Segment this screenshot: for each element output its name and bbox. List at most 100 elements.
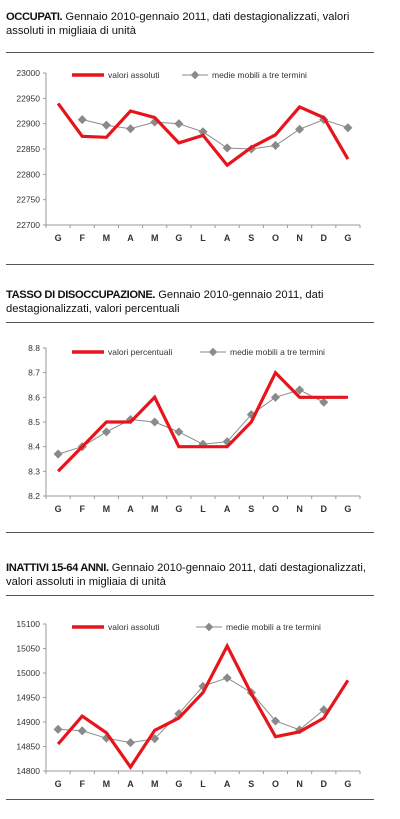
x-tick-label: M <box>151 233 159 243</box>
series-point-medie-mobili <box>174 427 184 437</box>
legend-label-valori: valori percentuali <box>108 347 172 357</box>
x-tick-label: D <box>321 504 328 514</box>
chart-title-occupati: OCCUPATI. Gennaio 2010-gennaio 2011, dat… <box>6 10 386 38</box>
x-tick-label: G <box>175 779 182 789</box>
chart-title-rest: Gennaio 2010-gennaio 2011, dati destagio… <box>6 11 350 37</box>
y-tick-label: 22800 <box>16 169 40 179</box>
series-point-medie-mobili <box>126 738 136 748</box>
series-point-medie-mobili <box>77 726 87 736</box>
bottom-rule <box>6 532 374 533</box>
legend-label-medie-mobili: medie mobili a tre termini <box>212 70 307 80</box>
chart-title-bold: TASSO DI DISOCCUPAZIONE. <box>6 289 156 301</box>
y-tick-label: 8.6 <box>28 392 40 402</box>
x-tick-label: G <box>344 504 351 514</box>
y-tick-label: 15050 <box>16 644 40 654</box>
x-tick-label: G <box>55 233 62 243</box>
series-point-medie-mobili <box>343 123 353 133</box>
x-tick-label: O <box>272 779 279 789</box>
x-tick-label: F <box>79 504 85 514</box>
x-tick-label: G <box>344 779 351 789</box>
chart-panel-inattivi: INATTIVI 15-64 ANNI. Gennaio 2010-gennai… <box>0 540 400 819</box>
x-tick-label: D <box>321 233 328 243</box>
x-tick-label: F <box>79 779 85 789</box>
series-point-medie-mobili <box>222 143 232 153</box>
series-point-medie-mobili <box>125 124 136 134</box>
title-rule <box>6 595 374 596</box>
y-tick-label: 22750 <box>16 195 40 205</box>
chart-title-bold: OCCUPATI. <box>6 11 63 23</box>
legend-label-valori: valori assoluti <box>108 622 160 632</box>
y-tick-label: 14900 <box>16 717 40 727</box>
bottom-rule <box>6 264 374 265</box>
y-tick-label: 14950 <box>16 693 40 703</box>
series-point-medie-mobili <box>174 119 184 129</box>
series-line-medie-mobili <box>57 389 325 455</box>
x-tick-label: G <box>175 504 182 514</box>
legend-marker-medie-mobili <box>190 70 200 80</box>
x-tick-label: A <box>224 779 231 789</box>
x-tick-label: N <box>296 779 303 789</box>
series-point-medie-mobili <box>295 385 305 395</box>
x-tick-label: M <box>103 504 111 514</box>
chart-disoccupazione: 8.2 8.3 8.4 8.5 8.6 8.7 8.8 G F M A M G L A S O N D Gvalori… <box>28 343 361 514</box>
chart-title-inattivi: INATTIVI 15-64 ANNI. Gennaio 2010-gennai… <box>6 561 386 589</box>
x-tick-label: S <box>248 779 254 789</box>
legend-label-medie-mobili: medie mobili a tre termini <box>230 347 325 357</box>
x-tick-label: S <box>248 504 254 514</box>
y-tick-label: 8.2 <box>28 491 40 501</box>
series-point-medie-mobili <box>270 140 281 150</box>
x-tick-label: L <box>200 233 206 243</box>
legend-marker-medie-mobili <box>208 347 218 357</box>
x-tick-label: A <box>224 233 231 243</box>
x-tick-label: O <box>272 504 279 514</box>
x-tick-label: L <box>200 504 206 514</box>
chart-title-rest: Gennaio 2010-gennaio 2011, dati destagio… <box>6 562 366 588</box>
x-tick-label: A <box>127 504 134 514</box>
chart-title-bold: INATTIVI 15-64 ANNI. <box>6 562 109 574</box>
title-rule <box>6 52 374 53</box>
series-line-medie-mobili <box>58 677 325 744</box>
series-line-valori <box>56 369 348 473</box>
series-line-medie-mobili <box>82 119 349 150</box>
chart-title-disoccupazione: TASSO DI DISOCCUPAZIONE. Gennaio 2010-ge… <box>6 288 386 316</box>
chart-occupati: 22700 22750 22800 22850 22900 22950 23000 G F M A M… <box>16 68 361 243</box>
x-tick-label: M <box>103 233 111 243</box>
legend-label-medie-mobili: medie mobili a tre termini <box>226 622 321 632</box>
series-point-medie-mobili <box>101 427 111 437</box>
series-point-medie-mobili <box>77 115 87 125</box>
x-tick-label: A <box>224 504 231 514</box>
legend-label-valori: valori assoluti <box>108 70 160 80</box>
x-tick-label: G <box>55 779 62 789</box>
x-tick-label: G <box>344 233 351 243</box>
x-tick-label: M <box>151 779 159 789</box>
y-tick-label: 22950 <box>16 93 40 103</box>
chart-panel-occupati: OCCUPATI. Gennaio 2010-gennaio 2011, dat… <box>0 0 400 270</box>
x-tick-label: S <box>248 233 254 243</box>
title-rule <box>6 322 374 323</box>
series-point-medie-mobili <box>150 417 160 427</box>
y-tick-label: 8.7 <box>28 368 40 378</box>
x-tick-label: N <box>296 233 303 243</box>
x-tick-label: L <box>200 779 206 789</box>
series-point-medie-mobili <box>270 392 280 402</box>
x-tick-label: G <box>55 504 62 514</box>
y-tick-label: 14800 <box>16 766 40 776</box>
chart-panel-disoccupazione: TASSO DI DISOCCUPAZIONE. Gennaio 2010-ge… <box>0 270 400 540</box>
y-tick-label: 8.8 <box>28 343 40 353</box>
legend-marker-medie-mobili <box>204 622 214 632</box>
series-line-valori <box>56 642 350 770</box>
series-point-medie-mobili <box>319 397 329 407</box>
x-tick-label: M <box>103 779 111 789</box>
x-tick-label: A <box>127 779 134 789</box>
y-tick-label: 14850 <box>16 742 40 752</box>
y-tick-label: 22850 <box>16 144 40 154</box>
x-tick-label: O <box>272 233 279 243</box>
y-tick-label: 15100 <box>16 619 40 629</box>
series-point-medie-mobili <box>222 673 232 683</box>
series-point-medie-mobili <box>198 127 208 137</box>
y-tick-label: 22700 <box>16 220 40 230</box>
y-tick-label: 8.5 <box>28 417 40 427</box>
x-tick-label: D <box>321 779 328 789</box>
x-tick-label: N <box>296 504 303 514</box>
y-tick-label: 8.4 <box>28 442 40 452</box>
